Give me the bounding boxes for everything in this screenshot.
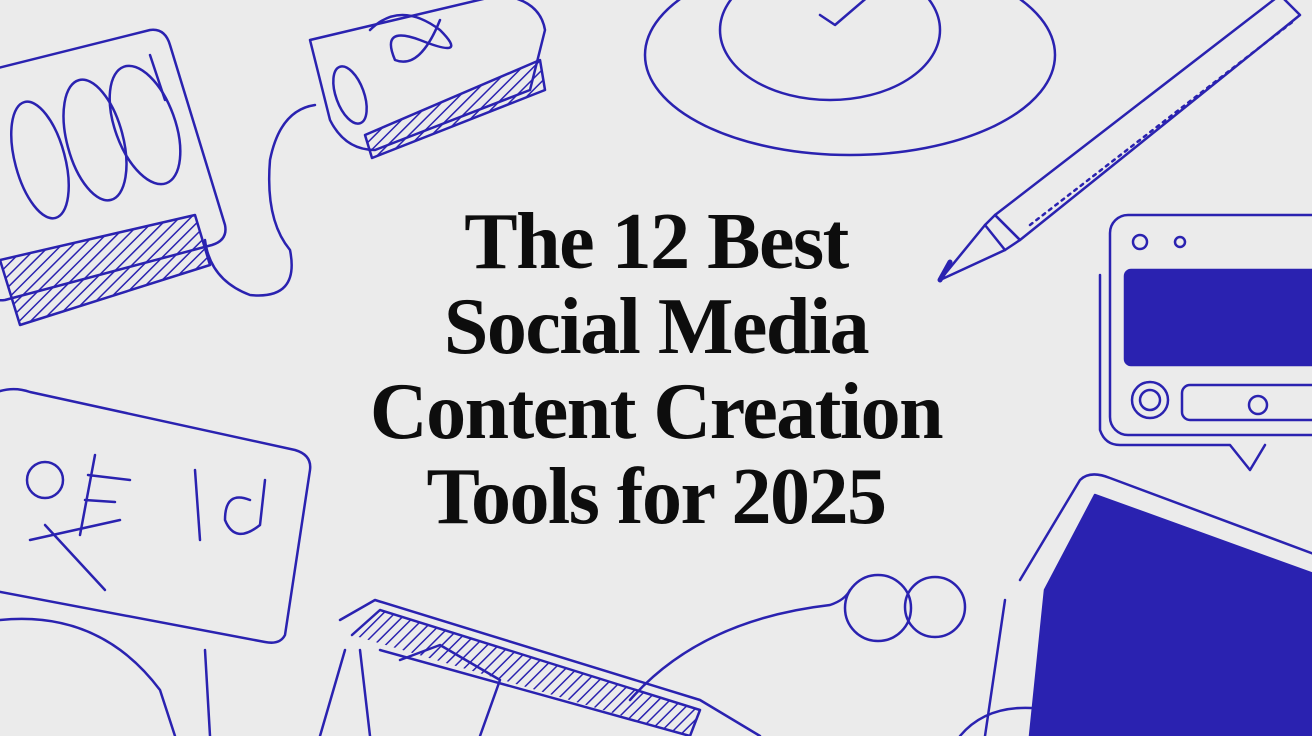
sign-board-icon <box>0 387 312 736</box>
browser-window-icon <box>1098 213 1312 472</box>
pen-icon <box>937 0 1302 283</box>
cable-icon <box>203 103 317 297</box>
tablet-icon <box>0 28 227 327</box>
tablet-screen-icon <box>958 473 1312 736</box>
title-line-2: Social Media <box>443 283 870 371</box>
cable-loop-icon <box>628 573 967 702</box>
title-line-1: The 12 Best <box>464 198 849 286</box>
circle-doodle-icon <box>643 0 1057 157</box>
title-line-3: Content Creation <box>369 368 944 456</box>
page-title: The 12 Best Social Media Content Creatio… <box>0 200 1312 540</box>
title-line-4: Tools for 2025 <box>426 453 887 541</box>
laptop-icon <box>318 598 762 736</box>
phone-icon <box>308 0 547 160</box>
